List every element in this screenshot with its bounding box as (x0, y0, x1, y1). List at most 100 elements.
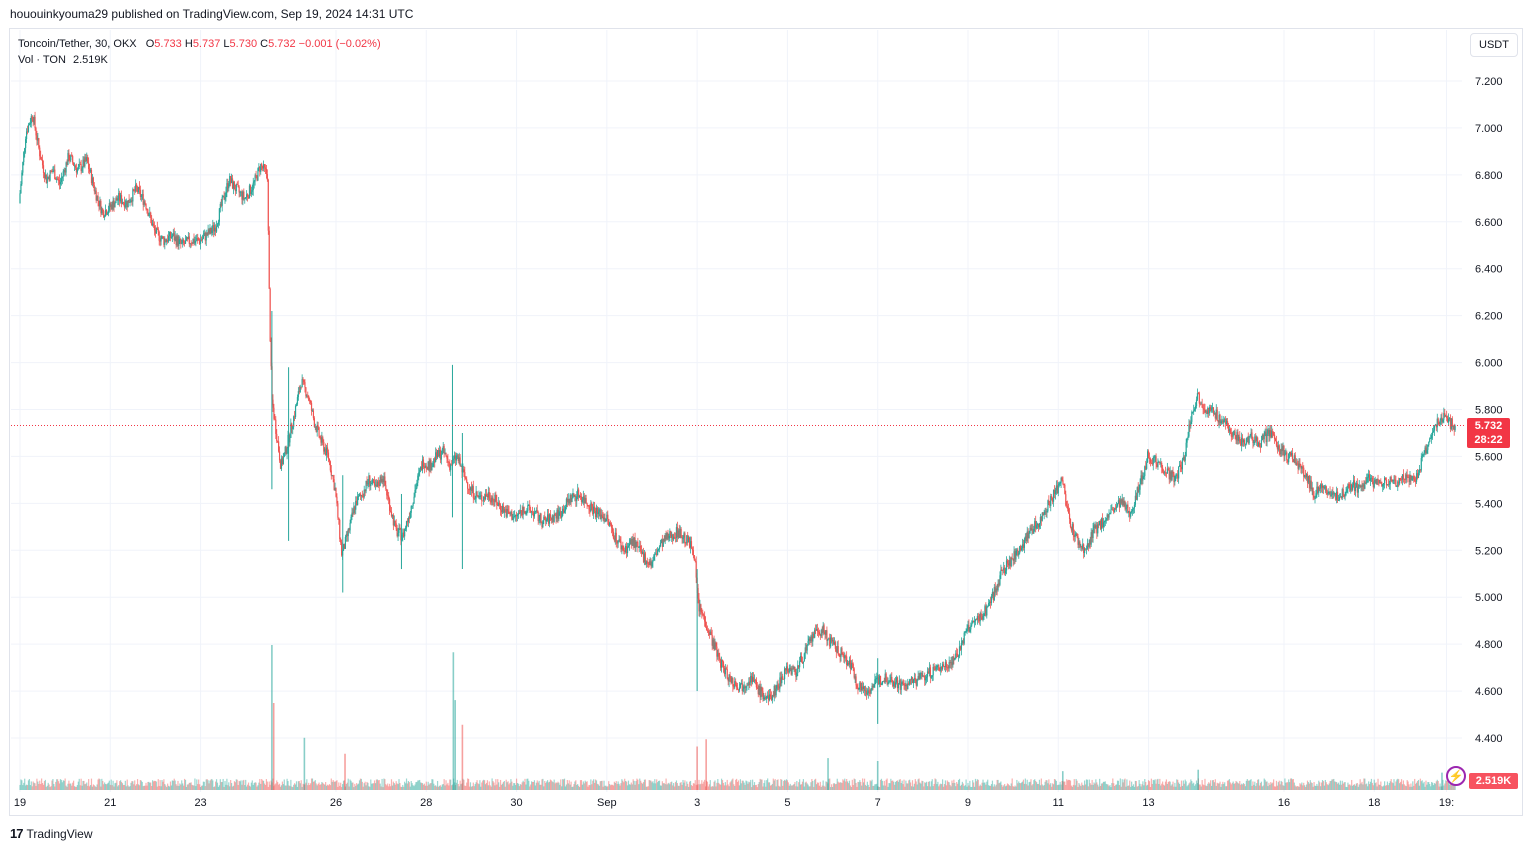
volume-bar (809, 786, 811, 790)
volume-bar (400, 786, 402, 790)
candle-body (1059, 483, 1061, 485)
volume-bar (1078, 783, 1080, 790)
volume-bar (1170, 785, 1172, 790)
volume-bar (297, 781, 299, 790)
candle-body (86, 156, 88, 162)
candle-body (600, 514, 602, 520)
volume-bar (1111, 783, 1113, 790)
volume-bar (1122, 782, 1124, 790)
candle-body (483, 496, 485, 501)
volume-bar (78, 778, 80, 790)
candle-body (122, 202, 125, 204)
candle-body (454, 455, 457, 461)
volume-bar (1210, 785, 1213, 790)
volume-bar (499, 779, 502, 790)
volume-bar (905, 780, 907, 790)
volume-bar (202, 781, 204, 790)
candle-body (674, 537, 677, 539)
candle-body (763, 697, 765, 700)
volume-bar (597, 784, 599, 790)
symbol-label[interactable]: Toncoin/Tether, 30, OKX (18, 38, 137, 50)
volume-bar (393, 783, 395, 790)
volume-bar (104, 784, 107, 790)
volume-label[interactable]: Vol · TON (18, 54, 66, 66)
candle-body (1218, 414, 1220, 423)
candle-body (1117, 500, 1120, 504)
volume-bar (1226, 780, 1229, 790)
volume-bar (890, 778, 892, 790)
candle-body (721, 659, 724, 662)
candle-body (45, 174, 47, 184)
volume-bar (1163, 785, 1166, 790)
candle-body (1214, 413, 1216, 419)
candle-body (38, 138, 40, 148)
candle-body (180, 239, 182, 244)
volume-bar (1319, 782, 1321, 790)
volume-bar (437, 786, 440, 790)
volume-bar (1150, 778, 1152, 790)
volume-bar (512, 785, 514, 790)
volume-bar (515, 785, 517, 790)
volume-bar (815, 784, 818, 790)
volume-bar (328, 784, 331, 790)
volume-bar (555, 782, 557, 790)
volume-bar (885, 779, 887, 790)
candle-body (495, 494, 497, 501)
candle-body (1352, 485, 1354, 490)
candle-body (302, 379, 304, 380)
volume-bar (793, 784, 795, 790)
candle-body (30, 116, 32, 124)
volume-bar (359, 778, 362, 790)
candle-body (1074, 534, 1076, 537)
volume-bar (256, 786, 258, 790)
volume-bar (1391, 782, 1393, 790)
volume-bar (1066, 779, 1068, 790)
volume-bar (1102, 781, 1105, 790)
volume-bar (1099, 778, 1101, 790)
candle-body (246, 194, 248, 198)
volume-bar (1305, 784, 1308, 790)
volume-bar (301, 786, 303, 790)
volume-bar (715, 786, 717, 790)
volume-bar (100, 786, 102, 790)
volume-bar (382, 787, 384, 790)
candle-body (66, 162, 68, 165)
candle-body (1292, 459, 1294, 463)
candle-body (636, 541, 638, 543)
volume-bar (645, 786, 647, 790)
volume-bar (89, 784, 92, 790)
candle-body (731, 678, 733, 683)
candle-body (623, 550, 625, 552)
volume-bar (249, 786, 252, 790)
x-tick-label: 7 (875, 797, 881, 809)
candle-body (507, 508, 509, 512)
candle-body (24, 148, 26, 153)
volume-bar (712, 786, 714, 790)
candle-body (512, 518, 514, 520)
volume-bar (782, 785, 784, 790)
volume-bar (363, 783, 365, 790)
candle-body (324, 448, 326, 452)
candle-body (357, 496, 359, 506)
candle-body (1226, 420, 1228, 425)
volume-bar (442, 784, 444, 790)
footer-brand[interactable]: 17 TradingView (10, 826, 93, 841)
volume-bar (493, 782, 495, 790)
volume-bar (829, 778, 831, 790)
candle-body (587, 505, 589, 506)
volume-bar (1284, 778, 1286, 790)
currency-button[interactable]: USDT (1470, 33, 1518, 57)
candle-body (929, 667, 931, 678)
volume-bar (338, 782, 340, 790)
candle-body (658, 546, 661, 550)
candle-body (768, 695, 770, 701)
volume-bar (1409, 786, 1411, 790)
volume-bar (1141, 784, 1143, 790)
volume-bar (143, 785, 145, 790)
lightning-icon[interactable]: ⚡ (1446, 766, 1466, 786)
candle-body (945, 662, 947, 668)
candle-body (536, 510, 538, 513)
candle-body (1000, 569, 1002, 576)
candle-body (866, 693, 868, 695)
